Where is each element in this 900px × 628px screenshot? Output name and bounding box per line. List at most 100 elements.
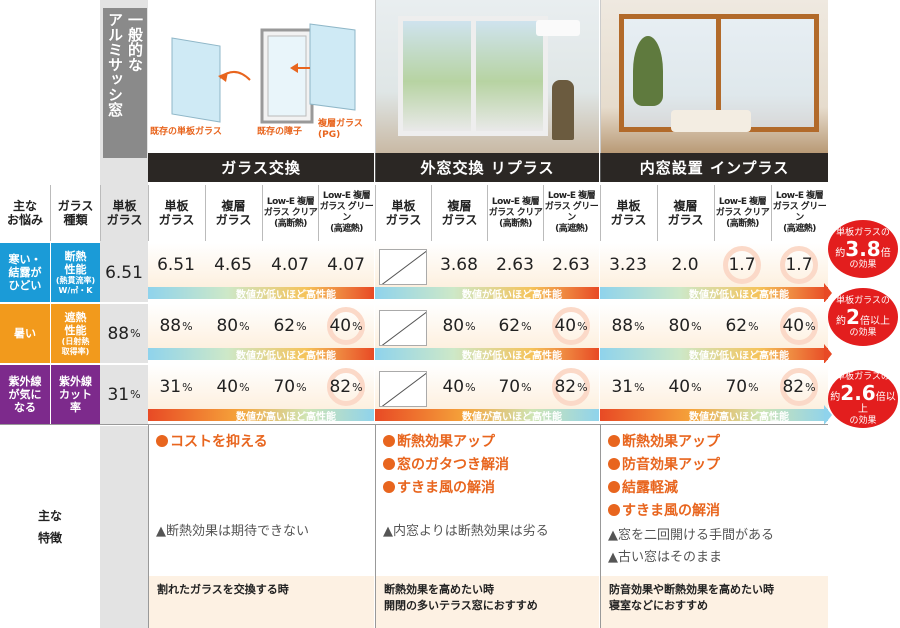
value-number: 4.07: [271, 255, 309, 275]
effect-badge: 単板ガラスの 約3.8倍 の効果: [828, 220, 898, 278]
value-cell: 88%: [600, 304, 656, 348]
header-concern: 主な お悩み: [6, 199, 43, 227]
header-glass-type: ガラス 種類: [50, 185, 100, 241]
value-unit: %: [634, 319, 645, 333]
row-divider: [0, 424, 828, 426]
value-number: 40: [216, 377, 239, 397]
value-number: 31: [159, 377, 182, 397]
bar-arrow-tip: [824, 283, 832, 303]
column-header: Low-E 複層 ガラス クリア (高断熱): [487, 185, 543, 241]
value-cell: 3.23: [600, 243, 656, 287]
value-number: 1.7: [728, 255, 756, 275]
value-unit: %: [634, 380, 645, 394]
value-unit: %: [352, 380, 363, 394]
badge-multiplier: 約3.8倍: [835, 236, 891, 261]
recommendation-box: 防音効果や断熱効果を高めたい時 寝室などにおすすめ: [601, 576, 828, 628]
value-number: 88: [159, 316, 182, 336]
aluminum-value: 31%: [100, 365, 148, 424]
performance-bar: 数値が高いほど高性能: [600, 409, 828, 423]
feature-pro-text: すきま風の解消: [397, 480, 495, 496]
value-number: 80: [668, 316, 691, 336]
value-unit: %: [130, 327, 141, 340]
value-number: 6.51: [157, 255, 195, 275]
value-cell: 31%: [600, 365, 656, 409]
row-band: [148, 243, 374, 287]
value-number: 70: [273, 377, 296, 397]
column-header: 単板 ガラス: [375, 185, 431, 241]
value-number: 1.7: [785, 255, 813, 275]
feature-pro: すきま風の解消: [608, 500, 720, 523]
metric-name: 遮熱 性能: [64, 310, 87, 337]
value-cell: 88%: [148, 304, 204, 348]
feature-pro: 結露軽減: [608, 477, 678, 500]
value-cell: 4.07: [262, 243, 318, 287]
row-metric-label: 断熱 性能 (熱貫流率) W/㎡・K: [50, 243, 100, 302]
value-number: 70: [498, 377, 521, 397]
value-number: 3.23: [609, 255, 647, 275]
row-concern-label: 寒い・ 結露が ひどい: [0, 243, 50, 302]
glass-replacement-illustration: [171, 23, 356, 124]
feature-pro: すきま風の解消: [383, 477, 495, 500]
column-header: 複層 ガラス: [657, 185, 713, 241]
highlight-ring: [780, 368, 818, 406]
feature-pro-text: 断熱効果アップ: [397, 434, 495, 450]
value-number: 31: [611, 377, 634, 397]
value-cell: 40%: [318, 304, 374, 348]
value-unit: %: [805, 380, 816, 394]
feature-pro-text: コストを抑える: [170, 434, 268, 450]
features-label: 主な 特徴: [37, 508, 62, 545]
column-header: Low-E 複層 ガラス クリア (高断熱): [714, 185, 770, 241]
value-unit: %: [130, 388, 141, 401]
column-header: Low-E 複層 ガラス グリーン (高遮熱): [771, 185, 827, 241]
highlight-ring: [327, 368, 365, 406]
value-unit: %: [352, 319, 363, 333]
value-cell: 40%: [543, 304, 599, 348]
value-number: 31: [107, 384, 130, 405]
column-header: 単板 ガラス: [148, 185, 204, 241]
aluminum-sash-title: 一般的な アルミサッシ窓: [103, 8, 147, 158]
value-unit: %: [577, 319, 588, 333]
not-applicable-cell: [379, 310, 427, 346]
performance-bar: 数値が低いほど高性能: [600, 348, 828, 362]
value-unit: %: [521, 319, 532, 333]
features-divider: [0, 424, 828, 425]
outer-window-photo: [375, 0, 599, 153]
inner-window-photo: [600, 0, 828, 153]
feature-pro: コストを抑える: [156, 431, 268, 454]
value-unit: %: [182, 380, 193, 394]
recommendation-box: 割れたガラスを交換する時: [149, 576, 374, 628]
value-number: 2.63: [552, 255, 590, 275]
badge-prefix: 単板ガラスの: [836, 227, 890, 238]
value-number: 88: [107, 323, 130, 344]
highlight-ring: [723, 246, 761, 284]
value-number: 2.0: [671, 255, 699, 275]
value-unit: %: [465, 380, 476, 394]
value-cell: 62%: [262, 304, 318, 348]
performance-bar: 数値が高いほど高性能: [375, 409, 599, 423]
value-cell: 2.63: [543, 243, 599, 287]
value-unit: %: [691, 319, 702, 333]
row-metric-label: 遮熱 性能 (日射熱 取得率): [50, 304, 100, 363]
performance-bar: 数値が低いほど高性能: [148, 348, 374, 362]
bullet-icon: [383, 481, 395, 493]
caption-double-glass: 複層ガラス (PG): [318, 119, 363, 140]
value-cell: 80%: [205, 304, 261, 348]
not-applicable-cell: [379, 249, 427, 285]
feature-column: [600, 425, 828, 628]
column-header: Low-E 複層 ガラス グリーン (高遮熱): [318, 185, 374, 241]
value-number: 62: [498, 316, 521, 336]
metric-unit: (熱貫流率) W/㎡・K: [55, 275, 96, 295]
value-number: 40: [668, 377, 691, 397]
caption-single-glass: 既存の単板ガラス: [150, 127, 222, 137]
recommendation-text: 割れたガラスを交換する時: [157, 583, 289, 596]
badge-suffix: の効果: [849, 259, 877, 270]
feature-con: ▲窓を二回開ける手間がある: [608, 528, 774, 543]
value-number: 70: [725, 377, 748, 397]
feature-pro: 防音効果アップ: [608, 454, 720, 477]
feature-pro: 断熱効果アップ: [608, 431, 720, 454]
group-header-inplus: 内窓設置 インプラス: [600, 153, 828, 182]
value-number: 80: [216, 316, 239, 336]
value-cell: 40%: [431, 365, 487, 409]
caption-existing-frame: 既存の障子: [257, 127, 303, 137]
bar-arrow-tip: [824, 344, 832, 364]
